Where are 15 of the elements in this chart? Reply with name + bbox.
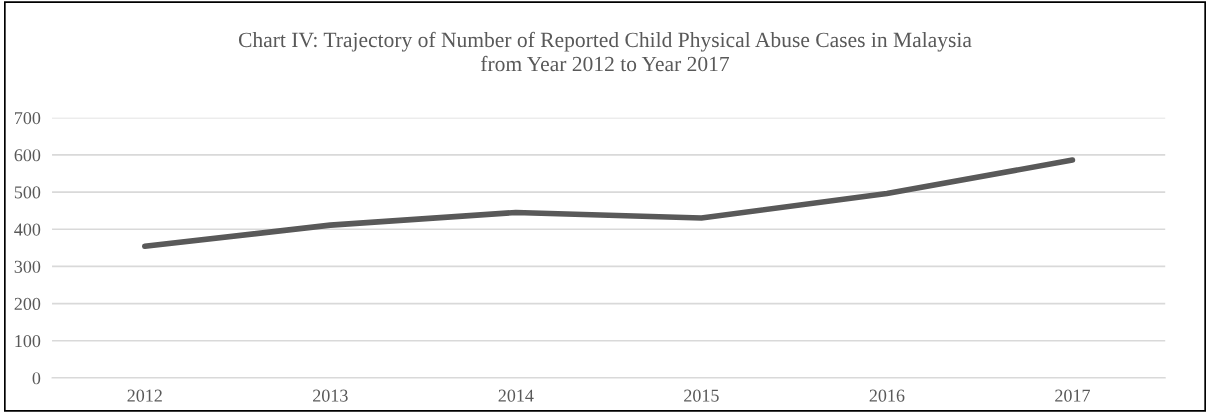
y-tick-label: 300 — [14, 260, 41, 273]
y-tick-label: 500 — [14, 186, 41, 199]
y-tick-label: 100 — [15, 334, 41, 348]
y-tick-label: 200 — [14, 297, 41, 310]
x-tick-label: 2013 — [313, 389, 348, 402]
y-tick-label: 400 — [14, 223, 41, 236]
x-tick-label: 2014 — [498, 389, 534, 402]
y-tick-label: 700 — [15, 111, 41, 125]
x-tick-label: 2017 — [1055, 389, 1090, 402]
x-tick-label: 2015 — [684, 389, 719, 402]
y-tick-label: 600 — [14, 149, 41, 162]
x-tick-label: 2016 — [869, 389, 905, 402]
y-tick-label: 0 — [32, 372, 41, 385]
x-tick-label: 2012 — [127, 389, 162, 402]
chart-title: Chart IV: Trajectory of Number of Reported Child Physical Abuse Cases in Malaysia from Year 2012 to Year 2017 — [238, 31, 972, 72]
